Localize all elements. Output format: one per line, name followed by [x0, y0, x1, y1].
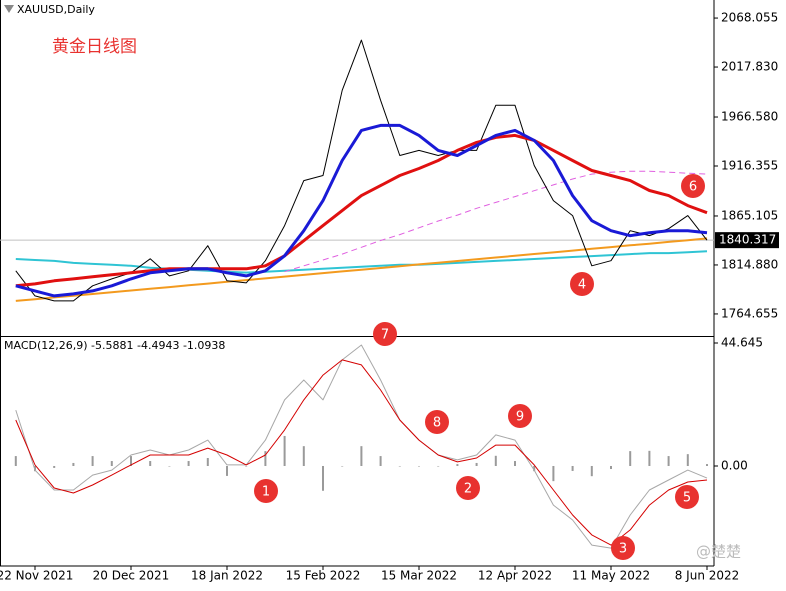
- histogram-bar: [475, 462, 478, 466]
- chart-title: 黄金日线图: [52, 37, 137, 57]
- histogram-bar: [379, 456, 382, 466]
- x-tick-label: 20 Dec 2021: [93, 569, 170, 583]
- histogram-bar: [571, 465, 574, 471]
- annotation-label: 1: [262, 485, 270, 500]
- series-line: [15, 359, 708, 546]
- annotation-label: 2: [464, 482, 472, 497]
- histogram-bar: [456, 464, 459, 466]
- histogram-bar: [283, 435, 286, 466]
- histogram-bar: [629, 451, 632, 466]
- watermark: @楚楚: [696, 543, 741, 561]
- annotation-label: 5: [683, 491, 691, 506]
- histogram-bar: [110, 461, 113, 466]
- series-line: [15, 237, 708, 302]
- histogram-bar: [168, 465, 171, 467]
- histogram-bar: [322, 465, 324, 491]
- histogram-bar: [91, 456, 94, 466]
- histogram-bar: [130, 456, 132, 466]
- histogram-bar: [667, 456, 670, 466]
- histogram-bar: [514, 461, 516, 466]
- annotation-badge: [373, 322, 397, 346]
- histogram-bar: [149, 461, 152, 466]
- x-tick-label: 8 Jun 2022: [675, 569, 740, 583]
- annotation-label: 7: [381, 328, 389, 343]
- x-tick-label: 12 Apr 2022: [478, 569, 552, 583]
- y-tick-label: 2068.055: [721, 11, 778, 25]
- histogram-bar: [264, 451, 267, 466]
- histogram-bar: [14, 456, 17, 466]
- histogram-bar: [341, 465, 344, 467]
- histogram-bar: [590, 465, 593, 477]
- histogram-bar: [302, 446, 305, 466]
- annotation-badge: [425, 410, 449, 434]
- price-tag: [715, 232, 779, 249]
- annotation-badge: [570, 272, 594, 296]
- x-tick-label: 11 May 2022: [572, 569, 650, 583]
- annotation-badge: [611, 536, 635, 560]
- histogram-bar: [360, 446, 363, 466]
- histogram-bar: [53, 465, 56, 468]
- y-tick-label: 0.00: [721, 458, 748, 472]
- symbol-label: XAUUSD,Daily: [17, 3, 95, 16]
- histogram-bar: [398, 465, 401, 467]
- histogram-bar: [552, 465, 555, 482]
- x-tick-label: 15 Feb 2022: [286, 569, 361, 583]
- histogram-bar: [437, 465, 440, 467]
- x-tick-label: 22 Nov 2021: [0, 569, 73, 583]
- histogram-bar: [706, 464, 708, 466]
- series-line: [15, 250, 708, 274]
- y-tick-label: 2017.830: [721, 60, 778, 74]
- annotation-label: 6: [689, 180, 697, 195]
- histogram-bar: [418, 465, 420, 467]
- annotation-label: 3: [619, 542, 627, 557]
- annotation-badge: [508, 404, 532, 428]
- series-line: [284, 170, 708, 273]
- y-tick-label: 1966.580: [721, 110, 778, 124]
- annotation-badge: [675, 485, 699, 509]
- histogram-bar: [72, 462, 75, 466]
- histogram-bar: [206, 458, 209, 466]
- x-tick-label: 15 Mar 2022: [381, 569, 457, 583]
- y-tick-label: 1916.355: [721, 158, 778, 172]
- histogram-bar: [648, 450, 651, 466]
- macd-title: MACD(12,26,9) -5.5881 -4.4943 -1.0938: [4, 339, 225, 352]
- annotation-label: 9: [516, 410, 524, 425]
- histogram-bar: [245, 465, 248, 467]
- y-tick-label: 1764.655: [721, 306, 778, 320]
- y-tick-label: 44.645: [721, 335, 763, 349]
- histogram-bar: [226, 465, 228, 476]
- x-tick-label: 18 Jan 2022: [191, 569, 263, 583]
- histogram-bar: [686, 454, 689, 466]
- annotation-badge: [456, 476, 480, 500]
- annotation-badge: [254, 479, 278, 503]
- annotation-label: 8: [433, 416, 441, 431]
- y-tick-label: 1814.880: [721, 257, 778, 271]
- symbol-icon: [4, 5, 14, 13]
- histogram-bar: [187, 461, 190, 466]
- series-line: [15, 123, 708, 298]
- histogram-bar: [533, 465, 536, 472]
- annotation-label: 4: [578, 278, 586, 293]
- price-tag-label: 1840.317: [719, 233, 776, 247]
- series-line: [15, 133, 708, 288]
- series-line: [15, 344, 708, 549]
- annotation-badge: [681, 174, 705, 198]
- histogram-bar: [610, 465, 612, 470]
- y-tick-label: 1865.105: [721, 208, 778, 222]
- histogram-bar: [494, 455, 497, 466]
